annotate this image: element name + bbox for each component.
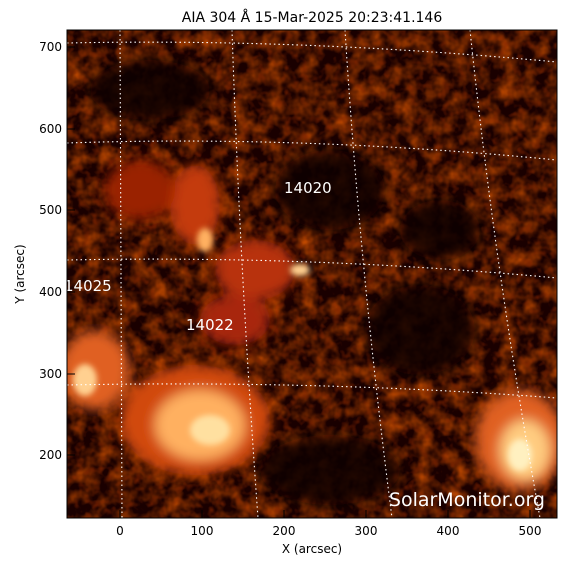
y-tick-label: 600: [39, 122, 62, 136]
active-region-14022: 14022: [186, 316, 234, 334]
dark-regions: [90, 60, 480, 505]
x-tick-label: 100: [191, 524, 214, 538]
axis-ticks: [67, 46, 531, 518]
y-axis-title: Y (arcsec): [13, 244, 27, 304]
y-tick-label: 400: [39, 285, 62, 299]
watermark: SolarMonitor.org: [389, 489, 545, 511]
x-tick-label: 200: [273, 524, 296, 538]
bright-cores: [73, 228, 532, 471]
plot-frame: [66, 29, 558, 519]
image-title: AIA 304 Å 15-Mar-2025 20:23:41.146: [182, 9, 443, 26]
x-tick-label: 0: [116, 524, 124, 538]
y-tick-label: 700: [39, 40, 62, 54]
x-axis-title: X (arcsec): [282, 542, 342, 556]
y-tick-labels: 700 600 500 400 300 200: [39, 40, 62, 462]
x-tick-label: 300: [355, 524, 378, 538]
y-tick-label: 200: [39, 448, 62, 462]
x-tick-labels: 0 100 200 300 400 500: [116, 524, 541, 538]
heliographic-grid: [67, 30, 557, 518]
x-tick-label: 500: [519, 524, 542, 538]
x-tick-label: 400: [437, 524, 460, 538]
active-region-14025: 14025: [64, 277, 112, 295]
y-tick-label: 300: [39, 367, 62, 381]
y-tick-label: 500: [39, 203, 62, 217]
active-region-14020: 14020: [284, 179, 332, 197]
solar-image: 14020 14025 14022 SolarMonitor.org: [64, 30, 557, 518]
